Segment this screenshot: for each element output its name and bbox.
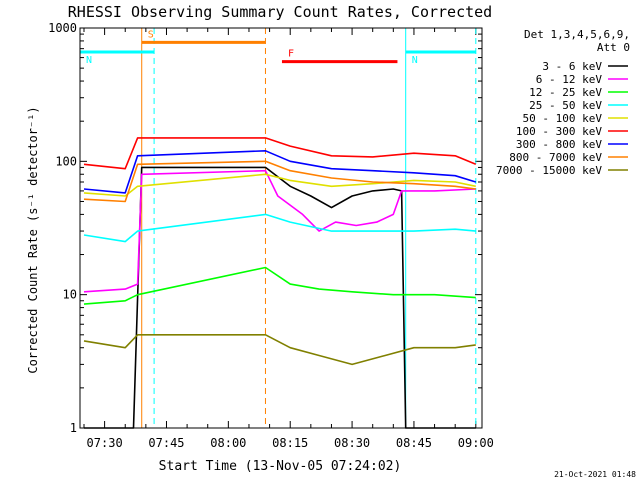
x-axis-label: Start Time (13-Nov-05 07:24:02): [159, 459, 402, 474]
x-tick-label: 08:15: [272, 436, 308, 450]
flag-label-n: N: [86, 55, 92, 66]
y-tick-label: 1000: [48, 21, 77, 35]
flag-label-s: S: [148, 29, 154, 40]
chart-title: RHESSI Observing Summary Count Rates, Co…: [68, 3, 492, 21]
y-tick-label: 10: [63, 288, 77, 302]
legend-label: 50 - 100 keV: [523, 112, 603, 125]
series-line: [83, 169, 476, 293]
legend-label: 12 - 25 keV: [529, 86, 602, 99]
legend-label: 6 - 12 keV: [536, 73, 603, 86]
x-tick-label: 08:45: [396, 436, 432, 450]
legend-label: 25 - 50 keV: [529, 99, 602, 112]
series-line: [83, 150, 477, 194]
series-line: [84, 166, 476, 429]
series-line: [83, 160, 476, 203]
x-tick-label: 09:00: [458, 436, 494, 450]
x-tick-label: 08:30: [334, 436, 370, 450]
axis-ticks: 1 10 100 1000 07:30 07:45 08:00 08:15 08:30 08:45…: [48, 21, 494, 450]
y-axis-label: Corrected Count Rate (s⁻¹ detector⁻¹): [26, 106, 40, 373]
flag-label-n: N: [412, 55, 418, 66]
y-tick-label: 1: [70, 421, 77, 435]
legend-label: 300 - 800 keV: [516, 138, 602, 151]
state-markers: [141, 28, 477, 428]
series-line: [83, 137, 477, 170]
series-line: [83, 266, 476, 305]
legend-label: 7000 - 15000 keV: [496, 164, 602, 177]
legend-label: 100 - 300 keV: [516, 125, 602, 138]
attenuator-info: Att 0: [597, 41, 630, 54]
series-line: [83, 333, 476, 366]
series-line: [83, 173, 476, 197]
y-tick-label: 100: [55, 154, 77, 168]
flag-label-f: F: [288, 49, 294, 60]
series-line: [83, 213, 476, 243]
series-lines: [83, 137, 477, 429]
x-tick-label: 08:00: [210, 436, 246, 450]
legend-label: 3 - 6 keV: [542, 60, 602, 73]
plot-frame: [79, 27, 483, 429]
x-tick-label: 07:45: [148, 436, 184, 450]
legend-label: 800 - 7000 keV: [509, 151, 602, 164]
state-flags: S N N F: [80, 29, 476, 66]
x-tick-label: 07:30: [87, 436, 123, 450]
detector-info: Det 1,3,4,5,6,9,: [524, 28, 630, 41]
footer-date: 21-Oct-2021 01:48: [554, 470, 636, 479]
